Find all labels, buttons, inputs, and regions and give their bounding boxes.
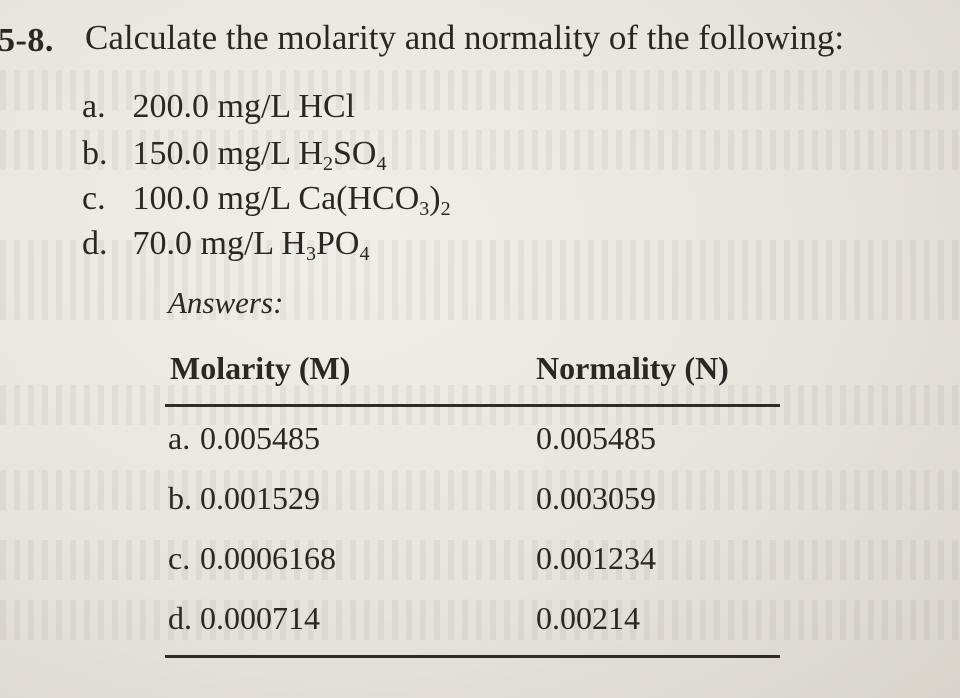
formula-text: PO	[315, 225, 360, 262]
molarity-cell: b. 0.001529	[168, 480, 320, 517]
problem-prompt: Calculate the molarity and normality of …	[85, 18, 845, 57]
item-amount: 70.0 mg/L	[132, 225, 273, 262]
item-letter: d.	[82, 225, 108, 262]
formula-text: H	[281, 225, 306, 262]
chemical-formula: HCl	[298, 88, 355, 125]
problem-item: b. 150.0 mg/L H2SO4	[82, 135, 387, 175]
header-rule	[165, 404, 780, 407]
bleed-through-texture	[0, 70, 960, 110]
bleed-through-texture	[0, 600, 960, 640]
bleed-through-texture	[0, 130, 960, 170]
formula-text: H	[298, 135, 323, 172]
chemical-formula: Ca(HCO3)2	[298, 180, 451, 220]
molarity-cell: d. 0.000714	[168, 600, 320, 637]
formula-text: SO	[332, 135, 377, 172]
normality-value: 0.001234	[536, 540, 656, 576]
normality-value: 0.00214	[536, 600, 640, 636]
formula-subscript: 2	[440, 198, 451, 220]
molarity-value: 0.000714	[200, 600, 320, 636]
bleed-through-texture	[0, 470, 960, 510]
row-letter: a.	[168, 420, 191, 456]
item-letter: c.	[82, 180, 106, 217]
formula-text: HCl	[298, 88, 356, 125]
problem-item: c. 100.0 mg/L Ca(HCO3)2	[82, 180, 451, 220]
problem-item: a. 200.0 mg/L HCl	[82, 88, 355, 126]
footer-rule	[165, 655, 780, 658]
problem-item: d. 70.0 mg/L H3PO4	[82, 225, 370, 265]
formula-subscript: 3	[419, 198, 430, 220]
item-letter: a.	[82, 88, 106, 125]
molarity-value: 0.005485	[200, 420, 320, 456]
item-amount: 150.0 mg/L	[132, 135, 290, 172]
molarity-header: Molarity (M)	[170, 350, 351, 386]
formula-text: Ca(HCO	[298, 180, 420, 217]
molarity-cell: a. 0.005485	[168, 420, 320, 457]
row-letter: c.	[168, 540, 191, 576]
formula-text: )	[429, 180, 441, 217]
item-amount: 200.0 mg/L	[132, 88, 290, 125]
normality-value: 0.005485	[536, 420, 656, 456]
problem-number: 5-8.	[0, 22, 54, 59]
formula-subscript: 2	[322, 153, 333, 175]
formula-subscript: 4	[359, 243, 370, 265]
bleed-through-texture	[0, 240, 960, 280]
formula-subscript: 3	[305, 243, 316, 265]
answers-label: Answers:	[168, 285, 284, 320]
molarity-value: 0.001529	[200, 480, 320, 516]
molarity-value: 0.0006168	[200, 540, 336, 576]
normality-value: 0.003059	[536, 480, 656, 516]
row-letter: b.	[168, 480, 192, 516]
item-amount: 100.0 mg/L	[132, 180, 290, 217]
row-letter: d.	[168, 600, 192, 636]
formula-subscript: 4	[376, 153, 387, 175]
item-letter: b.	[82, 135, 108, 172]
bleed-through-texture	[0, 540, 960, 580]
bleed-through-texture	[0, 280, 960, 320]
molarity-cell: c. 0.0006168	[168, 540, 336, 577]
normality-header: Normality (N)	[536, 350, 729, 386]
chemical-formula: H3PO4	[281, 225, 370, 265]
chemical-formula: H2SO4	[298, 135, 387, 175]
